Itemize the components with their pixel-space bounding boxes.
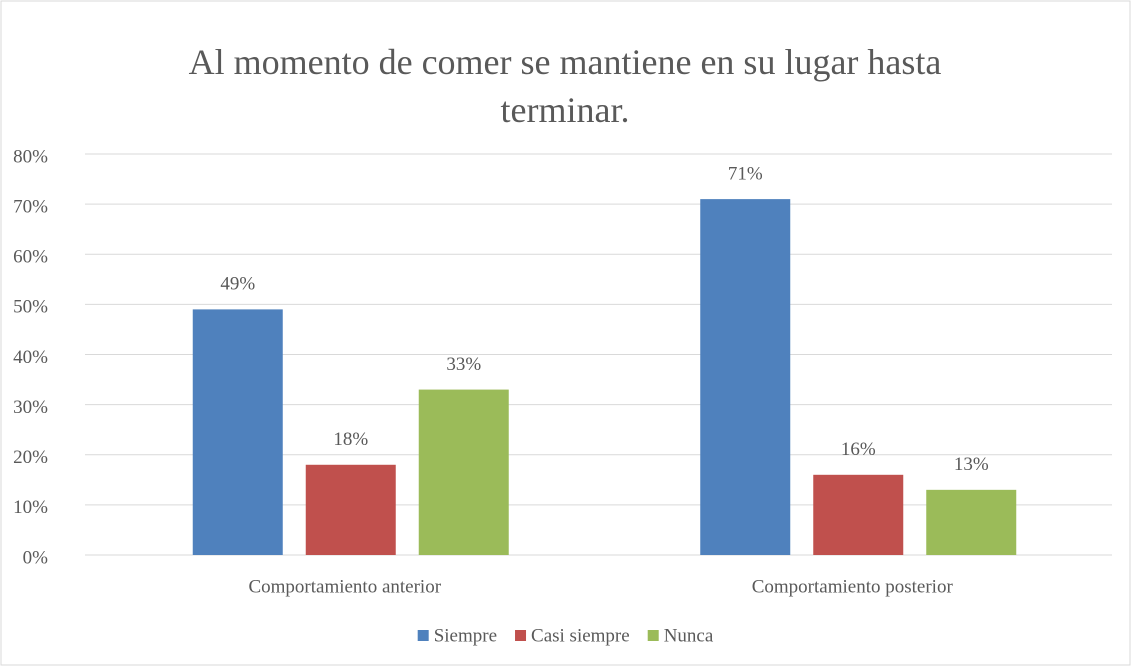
bar — [418, 389, 509, 555]
legend-swatch — [417, 630, 429, 641]
y-tick-label: 30% — [13, 397, 48, 418]
data-label: 33% — [446, 354, 481, 375]
data-label: 71% — [728, 163, 763, 184]
x-tick-label: Comportamiento posterior — [752, 576, 954, 597]
bar — [813, 474, 904, 555]
legend-swatch — [647, 630, 659, 641]
x-tick-label: Comportamiento anterior — [248, 576, 441, 597]
data-label: 16% — [841, 439, 876, 460]
y-tick-label: 20% — [13, 447, 48, 468]
data-label: 13% — [954, 454, 989, 475]
y-tick-label: 40% — [13, 347, 48, 368]
y-tick-label: 10% — [13, 497, 48, 518]
bar — [305, 464, 396, 555]
y-tick-label: 0% — [23, 547, 49, 568]
data-label: 18% — [333, 429, 368, 450]
legend-label: Nunca — [664, 625, 714, 646]
y-tick-label: 80% — [13, 146, 48, 167]
chart-title: Al momento de comer se mantiene en su lu… — [188, 42, 942, 130]
legend-label: Siempre — [434, 625, 497, 646]
bar — [192, 309, 283, 555]
bar — [926, 489, 1017, 555]
bar — [700, 199, 791, 556]
legend-label: Casi siempre — [531, 625, 630, 646]
y-tick-label: 50% — [13, 297, 48, 318]
data-label: 49% — [220, 274, 255, 295]
legend-swatch — [515, 630, 527, 641]
y-tick-label: 60% — [13, 247, 48, 268]
y-tick-label: 70% — [13, 196, 48, 217]
